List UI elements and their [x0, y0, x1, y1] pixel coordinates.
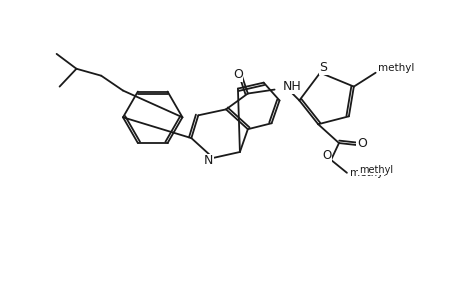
Text: methyl: methyl: [358, 165, 392, 175]
Text: O: O: [322, 149, 331, 162]
Text: methyl: methyl: [349, 168, 386, 178]
Text: O: O: [356, 136, 366, 150]
Text: O: O: [232, 68, 242, 81]
Text: NH: NH: [282, 80, 301, 93]
Text: methyl: methyl: [377, 63, 413, 73]
Text: S: S: [319, 61, 326, 74]
Text: N: N: [203, 154, 213, 167]
